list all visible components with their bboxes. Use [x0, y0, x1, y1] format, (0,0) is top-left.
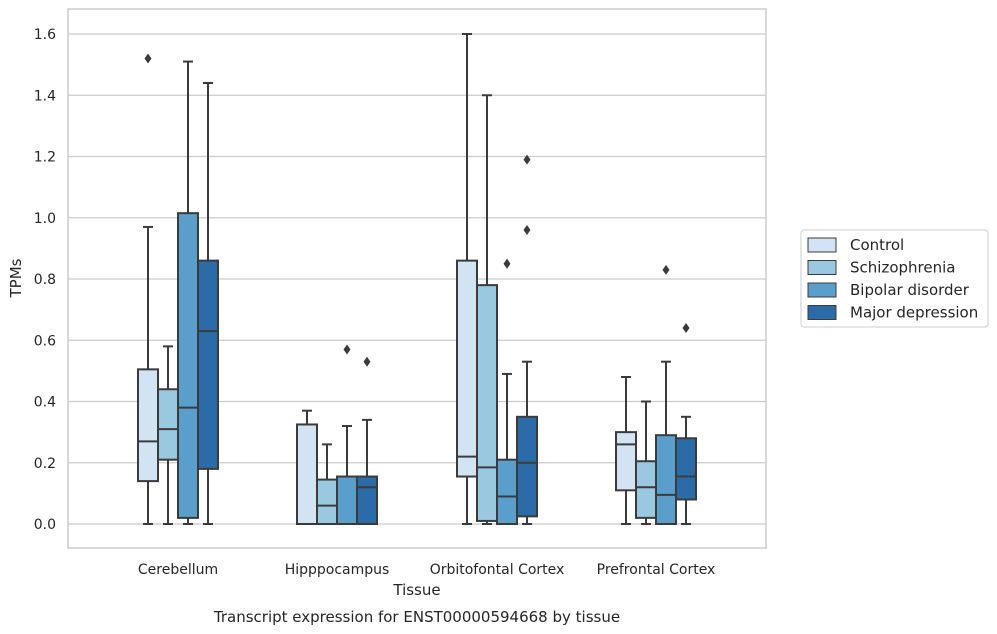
y-tick-label: 1.0 [34, 211, 56, 227]
iqr-box [316, 478, 338, 525]
box-bipolar-disorder [496, 258, 518, 525]
iqr-box [675, 437, 697, 501]
iqr-box [635, 460, 657, 519]
box-control [456, 33, 478, 525]
y-axis-tick-labels: 0.0 0.2 0.4 0.6 0.8 1.0 1.2 1.4 1.6 [34, 27, 56, 533]
box-major-depression [197, 82, 219, 525]
iqr-box [296, 423, 318, 525]
iqr-box [456, 259, 478, 478]
box-schizophrenia [157, 345, 179, 525]
y-tick-label: 0.4 [34, 395, 56, 411]
legend-frame [800, 229, 989, 328]
iqr-box [177, 212, 199, 519]
y-axis-label: TPMs [7, 258, 25, 298]
legend-swatch [807, 305, 837, 320]
outlier-point [343, 344, 351, 355]
outlier-point [523, 225, 531, 235]
x-tick-label: Cerebellum [138, 562, 218, 578]
box-bipolar-disorder [177, 60, 199, 525]
outlier-point [523, 154, 531, 165]
y-tick-label: 1.6 [34, 27, 56, 43]
box-control [137, 53, 159, 525]
box-schizophrenia [476, 94, 498, 525]
iqr-box [476, 284, 498, 522]
legend-label: Schizophrenia [850, 259, 955, 277]
iqr-box [615, 431, 637, 492]
iqr-box [137, 368, 159, 483]
x-tick-label: Orbitofontal Cortex [430, 562, 565, 578]
outlier-point [682, 323, 690, 333]
iqr-box [356, 475, 378, 525]
legend-swatch [807, 282, 837, 298]
outlier-point [363, 356, 371, 367]
box-schizophrenia [316, 443, 338, 525]
box-schizophrenia [635, 400, 657, 525]
box-control [615, 376, 637, 525]
y-tick-label: 1.4 [34, 88, 56, 104]
x-tick-label: Hipppocampus [285, 562, 390, 578]
legend-label: Major depression [850, 304, 978, 322]
iqr-box [336, 475, 358, 525]
iqr-box [157, 388, 179, 461]
y-tick-label: 1.2 [34, 150, 56, 166]
x-axis-label: Tissue [392, 581, 440, 599]
box-major-depression [356, 356, 378, 525]
y-tick-label: 0.0 [34, 517, 56, 533]
box-major-depression [675, 323, 697, 525]
x-axis-tick-labels: Cerebellum Hipppocampus Orbitofontal Corte… [138, 562, 715, 578]
box-bipolar-disorder [336, 344, 358, 525]
iqr-box [516, 415, 538, 518]
legend-swatch [807, 237, 837, 253]
x-tick-label: Prefrontal Cortex [597, 562, 716, 578]
plot-area-frame [67, 8, 767, 549]
iqr-box [655, 434, 677, 525]
legend-swatch [807, 260, 837, 275]
outlier-point [144, 53, 152, 64]
box-major-depression [516, 154, 538, 525]
box-bipolar-disorder [655, 264, 677, 525]
iqr-box [197, 259, 219, 470]
legend: Control Schizophrenia Bipolar disorder Majo… [800, 229, 989, 328]
outlier-point [503, 258, 511, 269]
legend-label: Bipolar disorder [850, 281, 970, 299]
outlier-point [662, 264, 670, 275]
y-tick-label: 0.2 [34, 456, 56, 472]
chart-caption: Transcript expression for ENST0000059466… [213, 608, 620, 626]
legend-label: Control [850, 236, 904, 254]
box-control [296, 409, 318, 525]
box-series [137, 33, 697, 525]
y-tick-label: 0.8 [34, 272, 56, 288]
y-tick-label: 0.6 [34, 333, 56, 349]
iqr-box [496, 458, 518, 525]
